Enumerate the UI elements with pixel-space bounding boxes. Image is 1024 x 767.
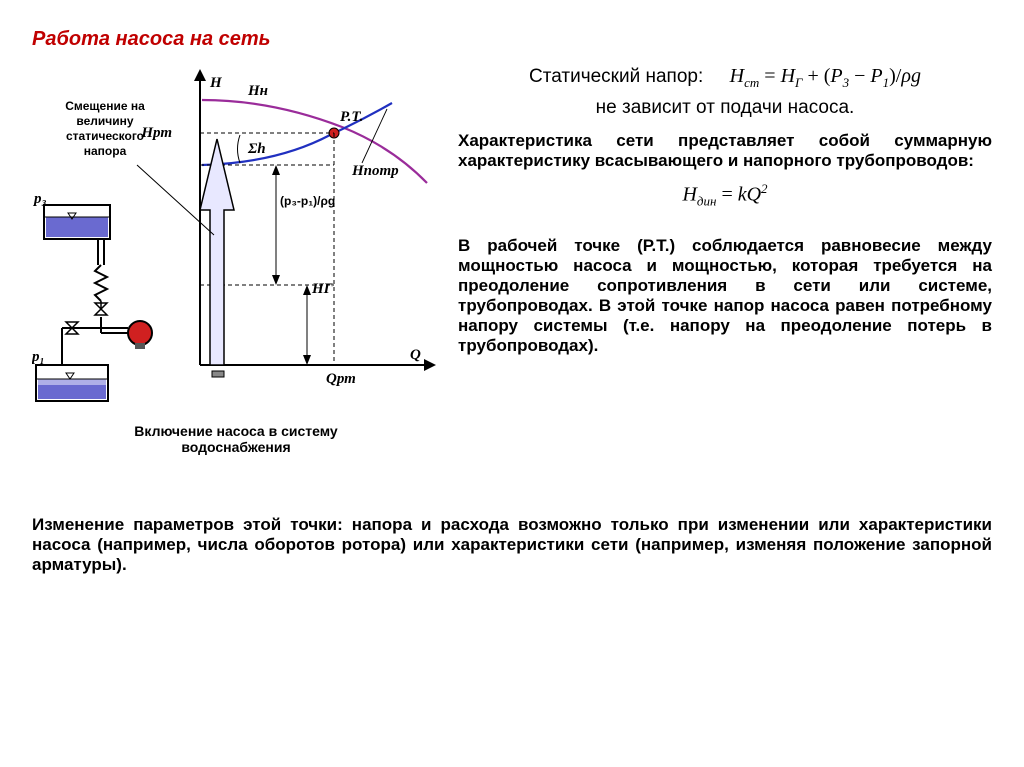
bottom-paragraph: Изменение параметров этой точки: напора … — [32, 515, 992, 575]
flex-joint — [95, 265, 107, 301]
formula-static: Hст = HГ + (P3 − P1)/ρg — [730, 65, 921, 87]
label-p3: p₃ — [32, 191, 47, 207]
pump-icon — [128, 321, 152, 345]
lower-tank: p₁ — [32, 349, 108, 401]
figure-caption: Включение насоса в системуводоснабжения — [32, 423, 440, 455]
diagram: H Q Hн Hпотр Р.Т. Hрт — [32, 65, 440, 415]
upper-tank: p₃ — [32, 191, 110, 239]
axis-q-label: Q — [410, 347, 421, 363]
paragraph-2: В рабочей точке (Р.Т.) соблюдается равно… — [458, 236, 992, 356]
axis-h-label: H — [209, 75, 223, 91]
label-qrt: Qрт — [326, 371, 356, 387]
diagram-column: H Q Hн Hпотр Р.Т. Hрт — [32, 65, 440, 455]
label-hpotr: Hпотр — [351, 163, 399, 179]
text-column: Статический напор: Hст = HГ + (P3 − P1)/… — [440, 65, 992, 455]
independent-text: не зависит от подачи насоса. — [458, 97, 992, 119]
upper-valve — [95, 301, 107, 315]
label-p1: p₁ — [32, 349, 45, 365]
page-title: Работа насоса на сеть — [32, 28, 992, 51]
big-arrow — [200, 139, 234, 365]
label-dp: (p₃-p₁)/ρg — [280, 194, 335, 208]
paragraph-1: Характеристика сети представляет собой с… — [458, 131, 992, 171]
shift-annotation: Смещение навеличинустатическогонапора — [50, 99, 160, 159]
label-rt: Р.Т. — [340, 109, 363, 125]
lower-valve — [62, 322, 86, 334]
label-hn: Hн — [247, 83, 268, 99]
label-hg: HГ — [311, 281, 334, 297]
formula-dyn: Hдин = kQ2 — [458, 181, 992, 210]
static-head-label: Статический напор: — [529, 66, 703, 87]
label-sumh: Σh — [247, 141, 266, 157]
